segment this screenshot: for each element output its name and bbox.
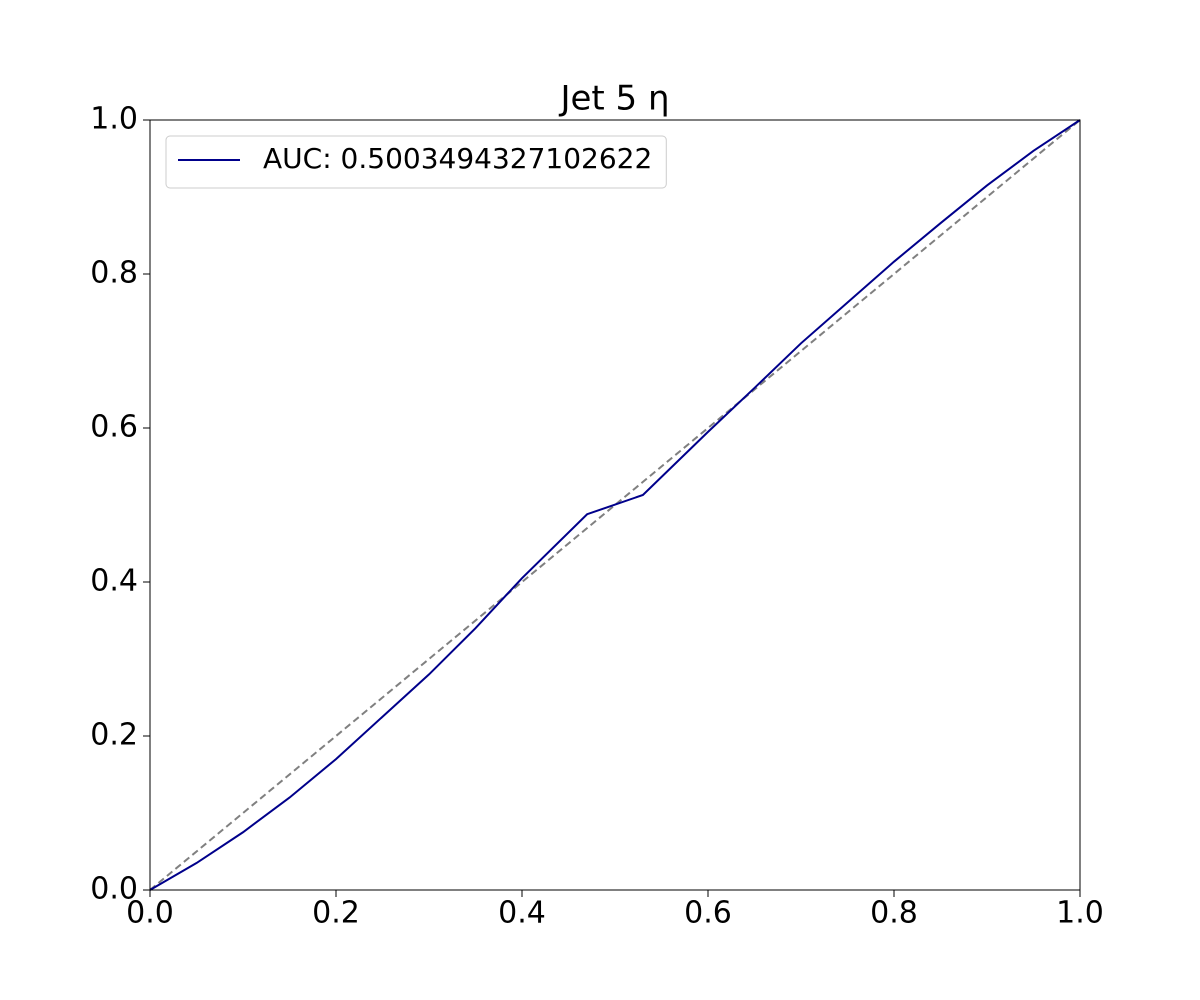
y-tick-label: 0.4 (90, 564, 138, 599)
y-tick-label: 1.0 (90, 102, 138, 137)
x-tick-label: 1.0 (1056, 896, 1104, 931)
x-tick-label: 0.4 (498, 896, 546, 931)
y-tick-label: 0.2 (90, 718, 138, 753)
plot-frame (149, 119, 1081, 891)
y-tick-label: 0.8 (90, 256, 138, 291)
y-tick-label: 0.0 (90, 872, 138, 907)
roc-line (149, 119, 1081, 891)
y-tick-label: 0.6 (90, 410, 138, 445)
legend: AUC: 0.5003494327102622 (165, 135, 667, 189)
chart-title: Jet 5 η (558, 79, 669, 119)
legend-label: AUC: 0.5003494327102622 (263, 142, 652, 175)
legend-box (165, 135, 667, 189)
x-tick-label: 0.0 (126, 896, 174, 931)
x-tick-label: 0.6 (684, 896, 732, 931)
x-tick-label: 0.2 (312, 896, 360, 931)
x-tick-label: 0.8 (870, 896, 918, 931)
reference-line (149, 119, 1081, 891)
